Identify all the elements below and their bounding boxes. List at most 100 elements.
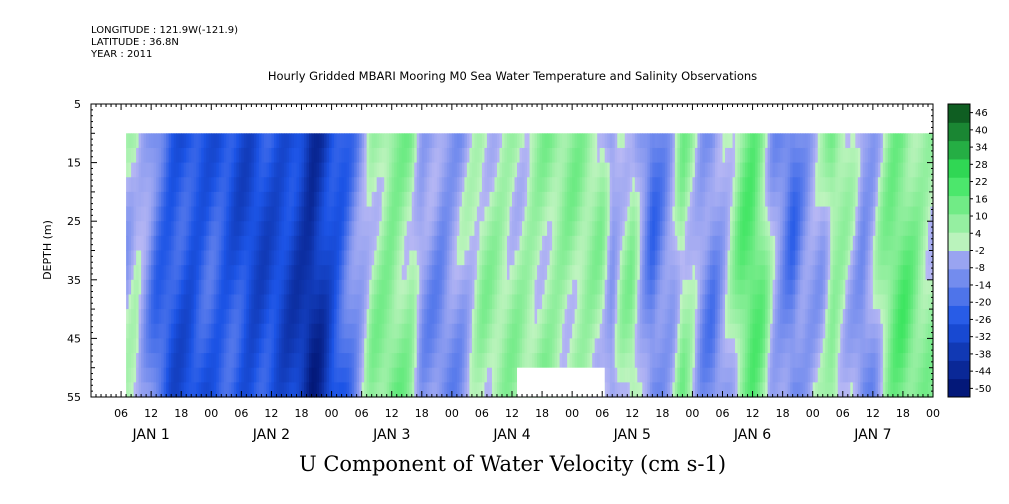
heatmap-cell	[163, 235, 167, 252]
heatmap-cell	[126, 191, 130, 208]
heatmap-cell	[404, 265, 408, 281]
heatmap-cell	[767, 177, 771, 193]
heatmap-cell	[697, 323, 701, 339]
heatmap-cell	[208, 162, 212, 178]
heatmap-cell	[161, 279, 165, 296]
heatmap-cell	[389, 177, 393, 193]
heatmap-cell	[203, 338, 207, 354]
heatmap-cell	[178, 147, 182, 164]
heatmap-cell	[496, 338, 501, 354]
heatmap-cell	[702, 279, 706, 296]
heatmap-cell	[394, 367, 398, 383]
heatmap-cell	[469, 250, 473, 266]
heatmap-cell	[622, 382, 626, 398]
heatmap-cell	[364, 382, 368, 398]
heatmap-cell	[376, 323, 380, 339]
heatmap-cell	[657, 177, 661, 193]
heatmap-cell	[627, 309, 631, 325]
heatmap-cell	[364, 235, 368, 252]
heatmap-cell	[404, 294, 408, 310]
heatmap-cell	[607, 294, 611, 310]
heatmap-cell	[314, 367, 318, 383]
heatmap-cell	[293, 294, 298, 310]
heatmap-cell	[709, 309, 714, 325]
heatmap-cell	[702, 294, 706, 310]
heatmap-cell	[213, 353, 217, 369]
heatmap-cell	[800, 147, 804, 164]
heatmap-cell	[211, 147, 215, 164]
heatmap-cell	[669, 162, 673, 178]
heatmap-cell	[266, 133, 270, 149]
heatmap-cell	[599, 338, 603, 354]
heatmap-cell	[704, 133, 709, 149]
heatmap-cell	[542, 133, 546, 149]
heatmap-cell	[687, 235, 691, 252]
heatmap-cell	[506, 294, 511, 310]
heatmap-cell	[193, 338, 197, 354]
heatmap-cell	[131, 367, 135, 383]
heatmap-cell	[780, 147, 784, 164]
heatmap-cell	[479, 191, 483, 208]
heatmap-cell	[389, 382, 393, 398]
heatmap-cell	[810, 235, 814, 252]
heatmap-cell	[770, 279, 774, 296]
heatmap-cell	[146, 162, 150, 178]
heatmap-cell	[421, 279, 425, 296]
heatmap-cell	[326, 323, 330, 339]
heatmap-cell	[642, 250, 646, 266]
heatmap-cell	[737, 177, 741, 193]
heatmap-cell	[434, 250, 438, 266]
heatmap-cell	[572, 177, 576, 193]
heatmap-cell	[494, 206, 498, 222]
heatmap-cell	[800, 235, 804, 252]
heatmap-cell	[677, 221, 681, 237]
heatmap-cell	[203, 382, 207, 398]
heatmap-cell	[689, 177, 694, 193]
heatmap-cell	[737, 382, 741, 398]
heatmap-cell	[527, 162, 531, 178]
heatmap-cell	[431, 250, 435, 266]
heatmap-cell	[261, 294, 265, 310]
heatmap-cell	[441, 221, 445, 237]
heatmap-cell	[599, 206, 603, 222]
heatmap-cell	[379, 206, 383, 222]
heatmap-cell	[667, 294, 671, 310]
heatmap-cell	[657, 235, 661, 252]
heatmap-cell	[727, 338, 731, 354]
heatmap-cell	[223, 265, 227, 281]
heatmap-cell	[602, 221, 606, 237]
heatmap-cell	[424, 265, 428, 281]
heatmap-cell	[386, 382, 390, 398]
heatmap-cell	[233, 279, 237, 296]
heatmap-cell	[501, 206, 506, 222]
heatmap-cell	[276, 221, 280, 237]
heatmap-cell	[233, 221, 237, 237]
heatmap-cell	[213, 191, 217, 208]
heatmap-cell	[183, 133, 187, 149]
heatmap-cell	[697, 250, 701, 266]
heatmap-cell	[161, 147, 165, 164]
heatmap-cell	[278, 309, 283, 325]
heatmap-cell	[356, 206, 360, 222]
heatmap-cell	[579, 191, 583, 208]
heatmap-cell	[176, 382, 180, 398]
heatmap-cell	[499, 265, 503, 281]
heatmap-cell	[434, 162, 438, 178]
heatmap-cell	[634, 191, 638, 208]
heatmap-cell	[722, 279, 726, 296]
heatmap-cell	[594, 265, 598, 281]
heatmap-cell	[664, 382, 668, 398]
heatmap-cell	[554, 265, 558, 281]
heatmap-cell	[296, 147, 300, 164]
heatmap-cell	[156, 191, 160, 208]
heatmap-cell	[667, 265, 671, 281]
heatmap-cell	[772, 177, 776, 193]
heatmap-cell	[574, 133, 578, 149]
heatmap-cell	[181, 367, 185, 383]
heatmap-cell	[807, 265, 811, 281]
heatmap-cell	[331, 221, 335, 237]
heatmap-cell	[406, 221, 410, 237]
heatmap-cell	[356, 191, 360, 208]
heatmap-cell	[193, 323, 197, 339]
heatmap-cell	[143, 221, 147, 237]
